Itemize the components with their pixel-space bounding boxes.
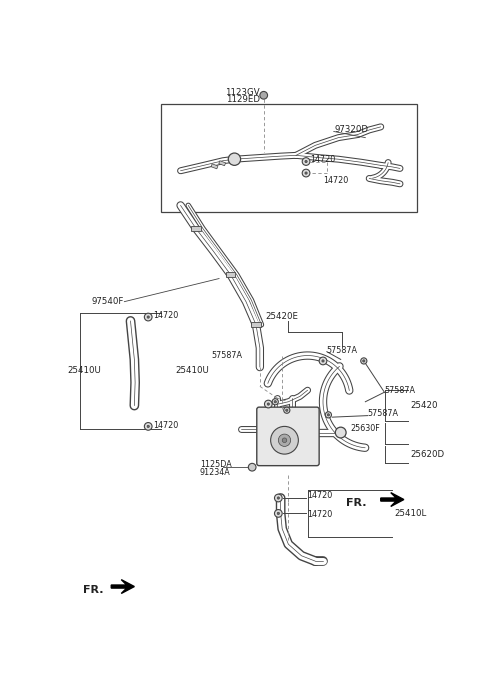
Circle shape [264,400,272,408]
Text: 97320D: 97320D [335,125,369,134]
Text: 57587A: 57587A [327,346,358,355]
Circle shape [271,426,299,454]
Text: 25410U: 25410U [175,366,209,375]
Circle shape [302,169,310,177]
Text: 57587A: 57587A [368,409,399,418]
FancyBboxPatch shape [257,407,319,466]
Circle shape [282,438,287,443]
Bar [219,161,226,166]
Circle shape [275,510,282,517]
Text: 14720: 14720 [323,176,348,185]
Circle shape [278,434,291,447]
Circle shape [274,401,276,403]
Circle shape [319,357,327,365]
Text: 25410U: 25410U [67,366,101,375]
Bar [161,103,417,212]
Polygon shape [111,580,134,593]
Circle shape [305,160,307,162]
Circle shape [277,512,279,514]
Text: 14720: 14720 [308,510,333,519]
Polygon shape [381,493,404,506]
Bar [252,323,261,327]
Circle shape [248,463,256,471]
Text: 91234A: 91234A [200,468,230,477]
Circle shape [144,423,152,430]
Circle shape [305,172,307,174]
Text: 1125DA: 1125DA [200,460,231,469]
Circle shape [325,412,332,418]
Circle shape [260,91,267,99]
Text: 14720: 14720 [310,155,335,164]
Text: 14720: 14720 [308,491,333,500]
Bar [211,164,218,169]
Bar [192,226,201,231]
Text: 14720: 14720 [154,311,179,320]
Text: 25410L: 25410L [395,509,427,518]
Circle shape [302,158,310,165]
Circle shape [286,409,288,412]
Circle shape [277,497,279,499]
Text: 25630F: 25630F [350,424,380,433]
Text: 1129ED: 1129ED [226,95,260,103]
Text: FR.: FR. [83,586,103,595]
Bar [226,273,235,277]
Circle shape [336,427,346,438]
Circle shape [284,407,290,413]
Circle shape [275,494,282,502]
Text: 25420: 25420 [410,401,437,410]
Circle shape [327,414,330,416]
Text: 97540F: 97540F [92,297,124,306]
Circle shape [267,403,269,406]
Text: 25420E: 25420E [265,312,298,321]
Circle shape [361,358,367,364]
Text: 25620D: 25620D [410,450,444,460]
Circle shape [272,399,278,405]
Text: 14720: 14720 [154,421,179,430]
Text: FR.: FR. [346,499,367,508]
Circle shape [228,153,240,165]
Circle shape [147,425,149,427]
Text: 1123GV: 1123GV [225,88,260,97]
Circle shape [144,313,152,321]
Circle shape [147,316,149,319]
Circle shape [363,360,365,362]
Circle shape [322,360,324,362]
Text: 57587A: 57587A [384,386,416,395]
Text: 57587A: 57587A [211,351,242,360]
